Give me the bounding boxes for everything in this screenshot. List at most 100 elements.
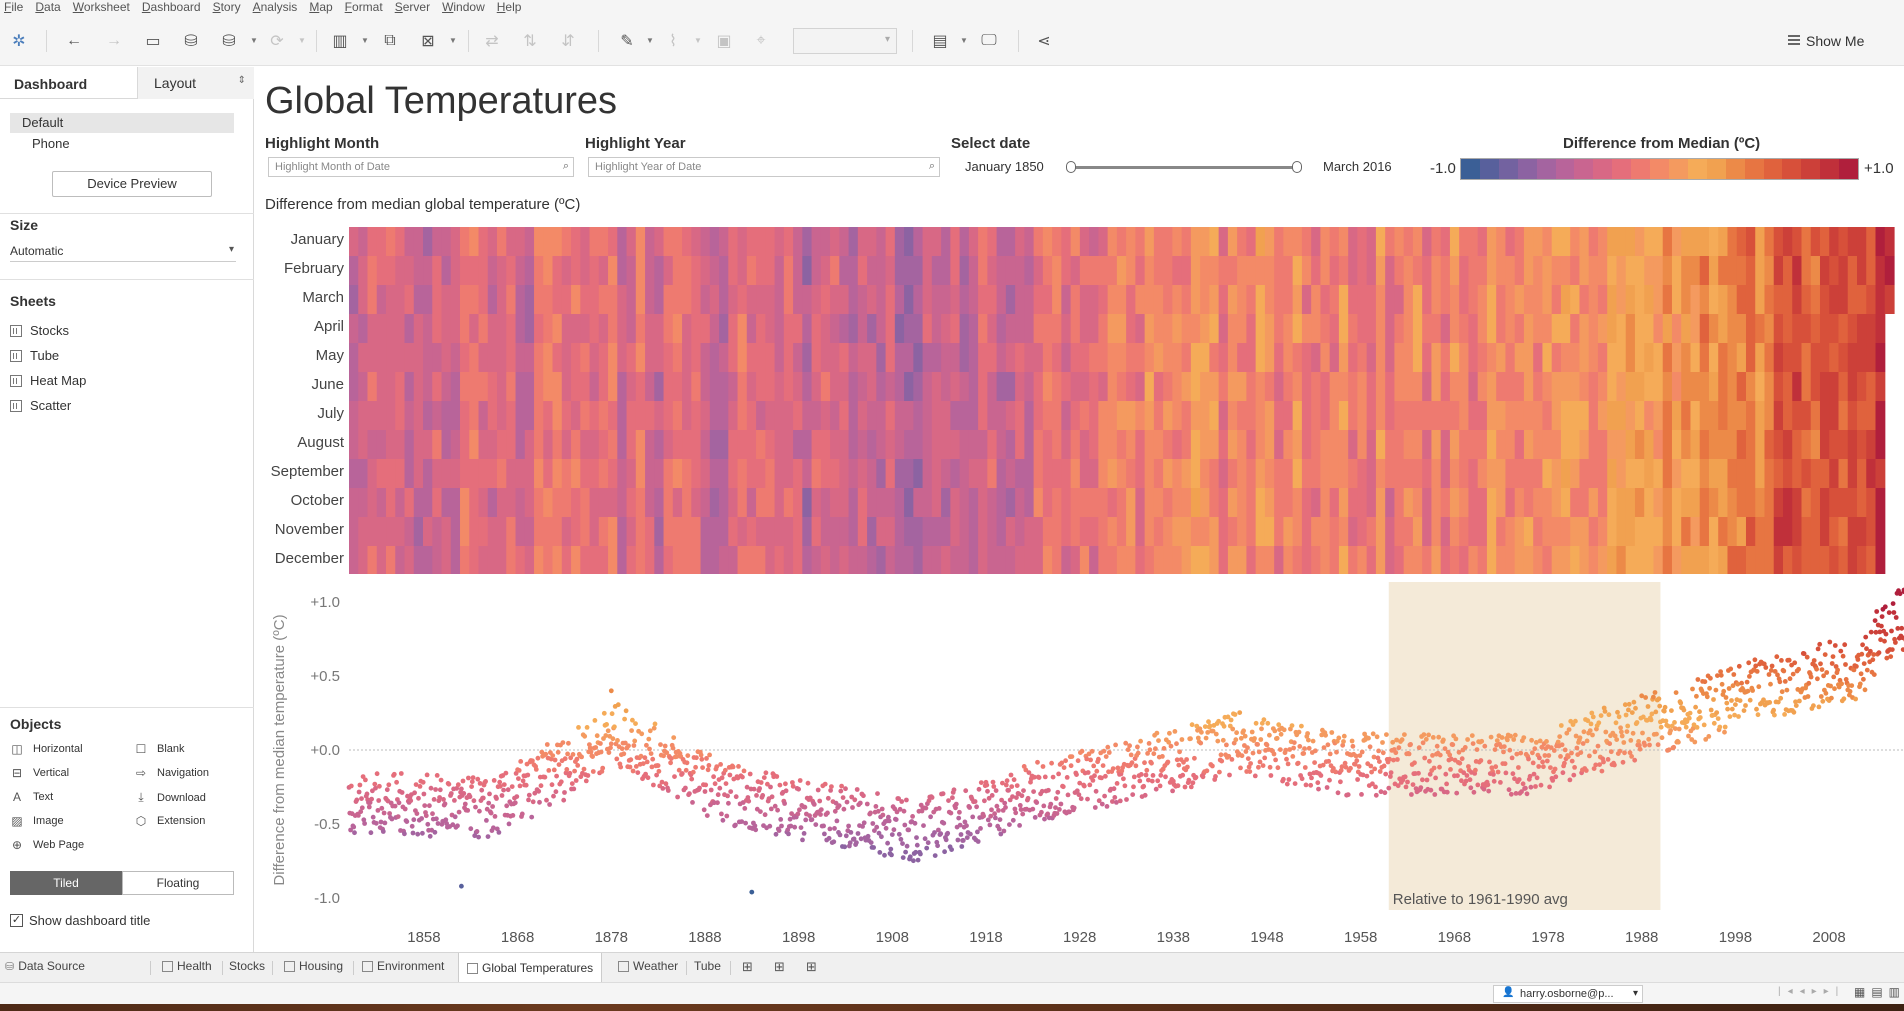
heatmap-cell[interactable] bbox=[774, 256, 785, 285]
scatter-point[interactable] bbox=[359, 805, 365, 811]
heatmap-cell[interactable] bbox=[1005, 546, 1016, 574]
scatter-point[interactable] bbox=[1587, 728, 1593, 733]
scatter-point[interactable] bbox=[490, 804, 495, 809]
scatter-point[interactable] bbox=[993, 788, 999, 793]
heatmap-cell[interactable] bbox=[515, 256, 526, 285]
scatter-point[interactable] bbox=[1333, 769, 1339, 775]
scatter-point[interactable] bbox=[1475, 782, 1481, 788]
heatmap-cell[interactable] bbox=[1422, 343, 1433, 372]
heatmap-cell[interactable] bbox=[1819, 459, 1830, 488]
scatter-point[interactable] bbox=[1858, 671, 1864, 677]
heatmap-cell[interactable] bbox=[654, 517, 665, 546]
scatter-point[interactable] bbox=[1534, 775, 1540, 781]
scatter-point[interactable] bbox=[1048, 801, 1054, 807]
heatmap-cell[interactable] bbox=[1385, 546, 1396, 574]
caret-down-icon[interactable]: ▼ bbox=[960, 36, 968, 45]
heatmap-cell[interactable] bbox=[1486, 256, 1497, 285]
object-download[interactable]: ⤓ Download bbox=[134, 790, 206, 805]
heatmap-cell[interactable] bbox=[404, 430, 415, 459]
heatmap-cell[interactable] bbox=[1116, 517, 1127, 546]
heatmap-cell[interactable] bbox=[487, 459, 498, 488]
scatter-point[interactable] bbox=[1457, 760, 1463, 766]
scatter-point[interactable] bbox=[1587, 753, 1592, 759]
heatmap-cell[interactable] bbox=[811, 372, 822, 401]
heatmap-cell[interactable] bbox=[1690, 546, 1701, 574]
heatmap-cell[interactable] bbox=[1477, 314, 1488, 343]
scatter-point[interactable] bbox=[800, 837, 805, 843]
heatmap-cell[interactable] bbox=[1653, 343, 1664, 372]
heatmap-cell[interactable] bbox=[608, 430, 618, 459]
heatmap-cell[interactable] bbox=[1431, 488, 1442, 517]
scatter-point[interactable] bbox=[988, 813, 994, 819]
scatter-point[interactable] bbox=[846, 823, 851, 829]
heatmap-cell[interactable] bbox=[460, 488, 470, 517]
heatmap-cell[interactable] bbox=[598, 546, 609, 574]
scatter-point[interactable] bbox=[976, 786, 982, 792]
scatter-point[interactable] bbox=[967, 805, 972, 810]
scatter-point[interactable] bbox=[1007, 822, 1012, 827]
scatter-point[interactable] bbox=[605, 728, 611, 734]
heatmap-cell[interactable] bbox=[1024, 488, 1035, 517]
scatter-point[interactable] bbox=[701, 807, 707, 813]
heatmap-cell[interactable] bbox=[1024, 546, 1035, 574]
scatter-point[interactable] bbox=[953, 801, 959, 807]
scatter-point[interactable] bbox=[549, 782, 555, 788]
heatmap-cell[interactable] bbox=[1153, 459, 1164, 488]
scatter-point[interactable] bbox=[1262, 755, 1268, 761]
heatmap-cell[interactable] bbox=[552, 459, 563, 488]
heatmap-cell[interactable] bbox=[1477, 401, 1488, 430]
scatter-point[interactable] bbox=[567, 770, 573, 776]
heatmap-cell[interactable] bbox=[820, 517, 831, 546]
heatmap-cell[interactable] bbox=[1246, 401, 1257, 430]
heatmap-cell[interactable] bbox=[608, 517, 618, 546]
scatter-point[interactable] bbox=[1087, 782, 1093, 788]
heatmap-cell[interactable] bbox=[1052, 227, 1062, 256]
scatter-point[interactable] bbox=[974, 804, 979, 810]
heatmap-cell[interactable] bbox=[1625, 343, 1636, 372]
scatter-point[interactable] bbox=[1000, 780, 1005, 786]
scatter-point[interactable] bbox=[1459, 778, 1464, 784]
scatter-point[interactable] bbox=[1454, 790, 1460, 796]
heatmap-cell[interactable] bbox=[1431, 401, 1442, 430]
scatter-point[interactable] bbox=[719, 811, 724, 817]
scatter-point[interactable] bbox=[1860, 642, 1865, 648]
scatter-point[interactable] bbox=[981, 813, 986, 819]
heatmap-cell[interactable] bbox=[1856, 517, 1867, 546]
heatmap-cell[interactable] bbox=[654, 343, 665, 372]
heatmap-cell[interactable] bbox=[1468, 517, 1479, 546]
heatmap-cell[interactable] bbox=[1644, 459, 1655, 488]
scatter-point[interactable] bbox=[1326, 758, 1332, 764]
scatter-point[interactable] bbox=[758, 780, 764, 785]
scatter-point[interactable] bbox=[1184, 757, 1189, 762]
checkbox-checked-icon[interactable]: ✓ bbox=[10, 914, 23, 927]
heatmap-cell[interactable] bbox=[950, 343, 961, 372]
scatter-point[interactable] bbox=[1521, 735, 1527, 740]
heatmap-cell[interactable] bbox=[1718, 343, 1729, 372]
heatmap-cell[interactable] bbox=[1061, 401, 1072, 430]
heatmap-cell[interactable] bbox=[478, 256, 489, 285]
heatmap-cell[interactable] bbox=[811, 546, 822, 574]
heatmap-cell[interactable] bbox=[931, 517, 942, 546]
heatmap-cell[interactable] bbox=[1366, 256, 1377, 285]
heatmap-cell[interactable] bbox=[654, 372, 665, 401]
heatmap-cell[interactable] bbox=[1579, 372, 1590, 401]
scatter-point[interactable] bbox=[1805, 694, 1811, 699]
heatmap-cell[interactable] bbox=[737, 401, 748, 430]
heatmap-cell[interactable] bbox=[1218, 256, 1229, 285]
heatmap-cell[interactable] bbox=[1107, 401, 1118, 430]
heatmap-cell[interactable] bbox=[1496, 546, 1507, 574]
heatmap-cell[interactable] bbox=[543, 430, 554, 459]
heatmap-cell[interactable] bbox=[1792, 401, 1803, 430]
scatter-point[interactable] bbox=[1669, 708, 1674, 713]
heatmap-cell[interactable] bbox=[1745, 546, 1756, 574]
scatter-point[interactable] bbox=[1035, 759, 1040, 765]
heatmap-cell[interactable] bbox=[1264, 401, 1275, 430]
heatmap-cell[interactable] bbox=[1126, 256, 1136, 285]
heatmap-cell[interactable] bbox=[552, 401, 563, 430]
scatter-point[interactable] bbox=[1112, 795, 1118, 800]
heatmap-cell[interactable] bbox=[811, 459, 822, 488]
scatter-point[interactable] bbox=[839, 783, 844, 789]
heatmap-cell[interactable] bbox=[1810, 488, 1821, 517]
heatmap-cell[interactable] bbox=[1366, 459, 1377, 488]
heatmap-cell[interactable] bbox=[506, 285, 517, 314]
